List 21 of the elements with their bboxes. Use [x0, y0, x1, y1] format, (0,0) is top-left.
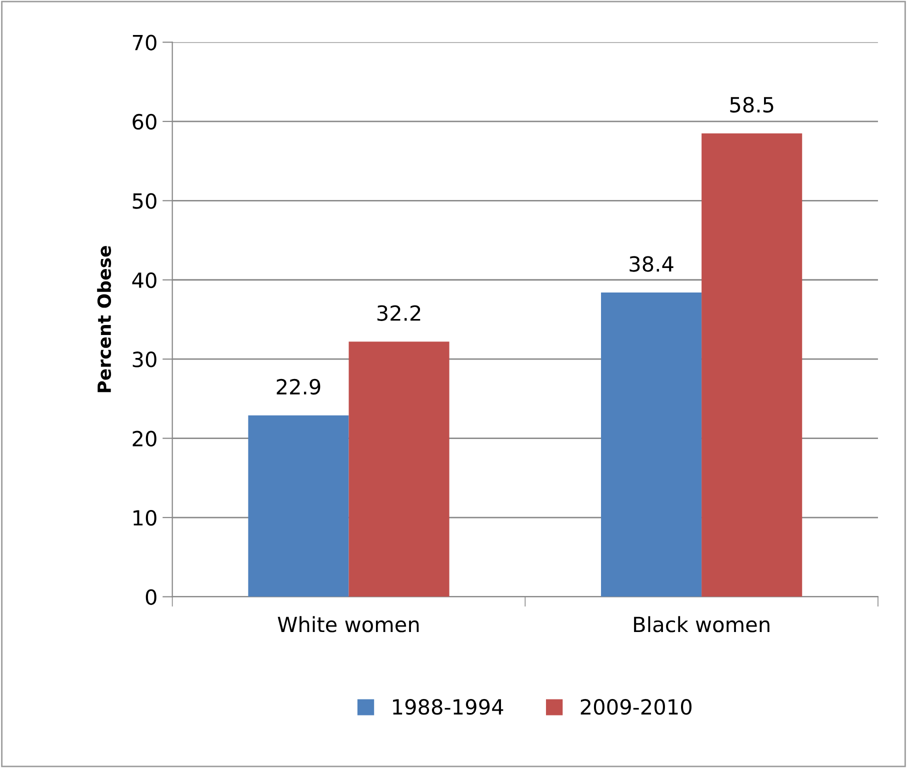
y-tick-label: 50: [132, 193, 156, 209]
legend-label: 2009-2010: [580, 699, 692, 715]
y-tick-label: 30: [132, 352, 156, 368]
x-tick-label: White women: [278, 616, 419, 632]
y-tick-label: 0: [146, 589, 156, 605]
y-tick-label: 20: [132, 430, 156, 447]
data-label: 32.2: [377, 305, 420, 321]
bar: [348, 342, 450, 597]
bar: [601, 292, 702, 597]
data-label: 22.9: [276, 378, 320, 395]
y-tick-label: 40: [132, 272, 156, 288]
x-tick-label: Black women: [634, 616, 770, 632]
y-tick-label: 10: [134, 510, 156, 526]
y-axis-title: Percent Obese: [97, 246, 112, 392]
data-label: 58.5: [730, 96, 774, 113]
y-tick-label: 70: [132, 34, 156, 50]
bar: [248, 415, 349, 597]
data-label: 38.4: [630, 256, 674, 272]
legend-label: 1988-1994: [393, 699, 504, 715]
y-tick-label: 60: [132, 114, 156, 130]
bar: [702, 133, 802, 597]
